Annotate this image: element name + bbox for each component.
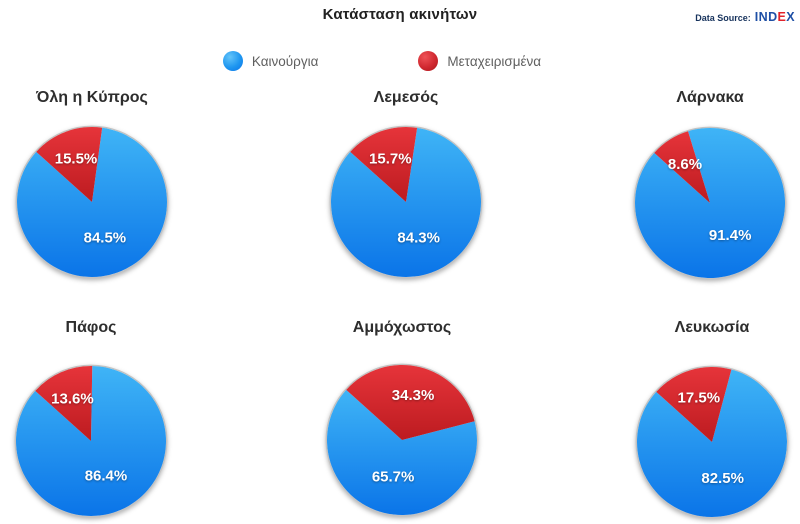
legend-label-used: Μεταχειρισμένα bbox=[447, 53, 542, 69]
brand-logo: INDEX bbox=[755, 10, 795, 24]
pie-title-limassol: Λεμεσός bbox=[373, 89, 439, 106]
legend-marker-new-icon bbox=[222, 51, 243, 71]
pie-chart: 82.5% 17.5% bbox=[635, 365, 789, 519]
slice-new[interactable] bbox=[17, 127, 168, 277]
pie-title-paphos: Πάφος bbox=[65, 319, 117, 336]
slice-label-used: 13.6% bbox=[51, 391, 94, 408]
slice-used[interactable] bbox=[346, 365, 475, 440]
slice-label-new: 84.5% bbox=[84, 229, 127, 246]
slice-new[interactable] bbox=[635, 127, 786, 278]
legend-marker-used-icon bbox=[418, 51, 439, 71]
slice-used[interactable] bbox=[656, 367, 732, 442]
pie-title-nicosia: Λευκωσία bbox=[674, 319, 750, 336]
slice-label-new: 86.4% bbox=[85, 468, 128, 485]
slice-new[interactable] bbox=[330, 127, 481, 278]
data-source-label: Data Source: bbox=[695, 13, 751, 23]
pie-chart: 91.4% 8.6% bbox=[633, 126, 787, 280]
legend-label-new: Καινούργια bbox=[251, 53, 319, 69]
slice-used[interactable] bbox=[35, 365, 93, 441]
slice-label-used: 15.5% bbox=[55, 151, 98, 168]
pie-chart: 84.3% 15.7% bbox=[329, 125, 483, 279]
slice-new[interactable] bbox=[326, 389, 477, 516]
slice-label-new: 84.3% bbox=[397, 230, 440, 247]
legend: Καινούργια Μεταχειρισμένα bbox=[0, 51, 800, 71]
brand-part-blue: IND bbox=[754, 10, 778, 24]
brand-part-tail: X bbox=[786, 10, 795, 24]
slice-new[interactable] bbox=[16, 366, 167, 516]
slice-label-new: 91.4% bbox=[709, 227, 752, 244]
pie-title-all-cyprus: Όλη η Κύπρος bbox=[36, 89, 148, 106]
slice-used[interactable] bbox=[350, 127, 418, 202]
slice-label-new: 65.7% bbox=[372, 469, 415, 486]
brand-part-red: E bbox=[777, 10, 787, 24]
legend-item-used[interactable]: Μεταχειρισμένα bbox=[418, 51, 541, 71]
pie-chart: 65.7% 34.3% bbox=[325, 363, 479, 517]
data-source: Data Source: INDEX bbox=[695, 10, 795, 24]
pie-title-famagusta: Αμμόχωστος bbox=[352, 319, 452, 336]
pie-title-larnaca: Λάρνακα bbox=[676, 89, 744, 106]
slice-label-used: 15.7% bbox=[369, 150, 412, 167]
slice-new[interactable] bbox=[636, 369, 787, 518]
slice-label-used: 17.5% bbox=[678, 390, 721, 407]
slice-used[interactable] bbox=[654, 131, 710, 203]
pie-chart: 84.5% 15.5% bbox=[15, 125, 169, 279]
slice-used[interactable] bbox=[36, 126, 103, 202]
slice-label-used: 34.3% bbox=[392, 387, 435, 404]
slice-label-used: 8.6% bbox=[668, 156, 702, 173]
legend-item-new[interactable]: Καινούργια bbox=[222, 51, 319, 71]
pie-chart: 86.4% 13.6% bbox=[14, 364, 168, 518]
page-title: Κατάσταση ακινήτων bbox=[322, 6, 478, 23]
slice-label-new: 82.5% bbox=[701, 470, 744, 487]
